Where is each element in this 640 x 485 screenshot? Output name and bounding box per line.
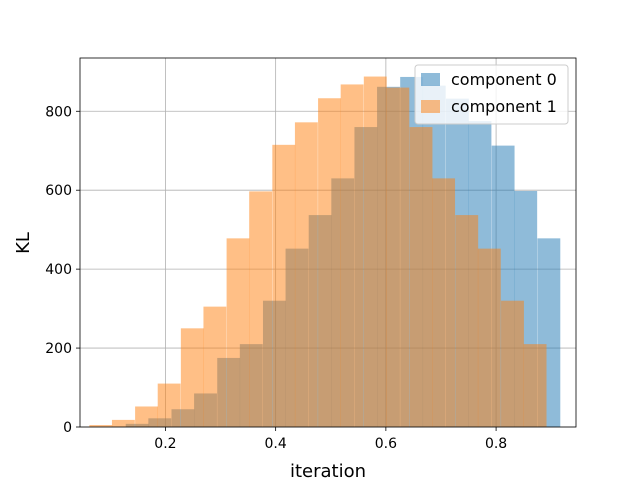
bar-component-1-bin-13	[386, 87, 410, 427]
bar-component-1-bin-12	[363, 76, 387, 428]
bar-component-1-bin-15	[432, 178, 456, 427]
legend-swatch-component-1	[421, 100, 440, 113]
x-tick-label: 0.2	[154, 436, 176, 452]
bar-component-1-bin-5	[203, 306, 227, 427]
histogram-bars	[89, 76, 561, 428]
legend-label-component-0: component 0	[451, 70, 557, 89]
x-tick-label: 0.8	[485, 436, 507, 452]
legend: component 0 component 1	[414, 64, 569, 125]
bar-component-1-bin-11	[340, 84, 364, 427]
y-tick-label: 200	[45, 341, 72, 357]
plot-frame	[79, 57, 577, 428]
bar-component-1-bin-6	[226, 238, 250, 427]
bar-component-1-bin-14	[409, 127, 433, 427]
legend-label-component-1: component 1	[451, 97, 557, 116]
legend-swatch-component-0	[421, 73, 440, 86]
x-tick-label: 0.4	[265, 436, 287, 452]
bar-component-1-bin-10	[318, 98, 341, 427]
bar-component-1-bin-2	[135, 406, 158, 427]
bar-component-1-bin-3	[157, 383, 181, 427]
bar-component-1-bin-0	[89, 425, 113, 427]
x-tick-label: 0.6	[375, 436, 397, 452]
series-component-1	[89, 76, 547, 428]
bar-component-1-bin-8	[272, 144, 296, 427]
y-axis: 0 200 400 600 800	[45, 104, 80, 436]
y-tick-label: 400	[45, 262, 72, 278]
y-tick-label: 600	[45, 183, 72, 199]
bar-component-1-bin-4	[180, 328, 204, 427]
bar-component-1-bin-18	[501, 300, 524, 427]
bar-component-1-bin-7	[249, 191, 273, 427]
x-axis: 0.2 0.4 0.6 0.8	[154, 427, 507, 452]
bar-component-1-bin-19	[523, 344, 547, 427]
y-axis-label: KL	[13, 232, 34, 254]
y-tick-label: 800	[45, 104, 72, 120]
y-tick-label: 0	[63, 420, 72, 436]
x-axis-label: iteration	[290, 461, 366, 480]
bar-component-1-bin-9	[294, 122, 318, 427]
bar-component-1-bin-17	[477, 248, 501, 427]
bar-component-1-bin-16	[455, 215, 479, 427]
bar-component-1-bin-1	[111, 419, 135, 427]
legend-box	[414, 64, 569, 125]
